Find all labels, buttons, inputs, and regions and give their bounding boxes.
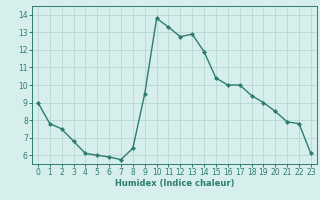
X-axis label: Humidex (Indice chaleur): Humidex (Indice chaleur) — [115, 179, 234, 188]
